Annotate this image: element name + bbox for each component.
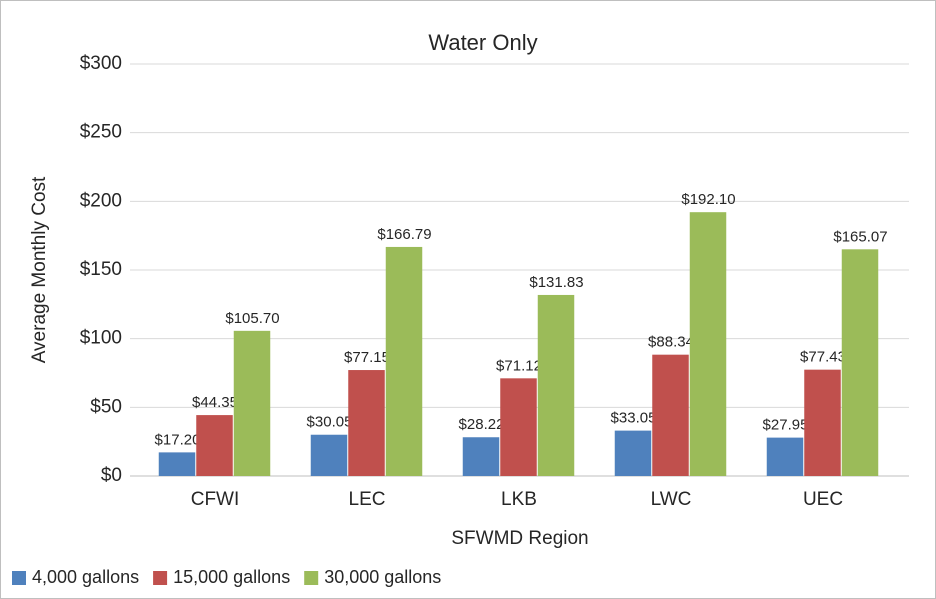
chart-title: Water Only (428, 30, 537, 55)
value-label: $165.07 (833, 228, 887, 245)
x-tick-label: LKB (501, 489, 537, 510)
bar (158, 452, 196, 476)
bar (841, 249, 879, 476)
bar (804, 369, 841, 476)
bar (348, 370, 385, 476)
x-axis-label: SFWMD Region (451, 528, 588, 549)
bar (537, 294, 575, 476)
y-axis-label: Average Monthly Cost (29, 176, 50, 363)
value-label: $28.22 (459, 416, 505, 433)
y-tick-label: $150 (80, 259, 122, 280)
bar (614, 430, 652, 476)
value-label: $77.43 (800, 349, 846, 366)
legend-swatch (12, 571, 26, 585)
legend-label: 15,000 gallons (173, 567, 290, 587)
bar (462, 437, 500, 476)
bar (310, 434, 348, 476)
y-tick-label: $50 (90, 396, 122, 417)
y-tick-label: $100 (80, 328, 122, 349)
bar (766, 437, 804, 476)
value-label: $27.95 (763, 417, 809, 434)
bar (385, 246, 423, 476)
value-label: $131.83 (529, 274, 583, 291)
value-label: $33.05 (611, 410, 657, 427)
value-label: $30.05 (307, 414, 353, 431)
bar (500, 378, 537, 476)
legend-label: 30,000 gallons (324, 567, 441, 587)
value-label: $192.10 (681, 191, 735, 208)
legend-swatch (304, 571, 319, 585)
y-tick-label: $200 (80, 190, 122, 211)
value-label: $17.20 (155, 431, 201, 448)
value-label: $88.34 (648, 334, 694, 351)
x-tick-label: CFWI (191, 489, 240, 510)
x-tick-label: LEC (349, 489, 386, 510)
legend-swatch (153, 571, 168, 585)
value-label: $166.79 (377, 226, 431, 243)
value-label: $77.15 (344, 349, 390, 366)
bar (652, 354, 689, 476)
x-tick-label: UEC (803, 489, 843, 510)
value-label: $71.12 (496, 357, 542, 374)
value-label: $105.70 (225, 310, 279, 327)
legend-label: 4,000 gallons (32, 567, 139, 587)
y-tick-label: $250 (80, 122, 122, 143)
value-label: $44.35 (192, 394, 238, 411)
bar (233, 330, 271, 476)
bar (689, 212, 727, 476)
y-tick-label: $0 (101, 465, 122, 486)
x-tick-label: LWC (651, 489, 692, 510)
bar (196, 415, 233, 476)
y-tick-label: $300 (80, 53, 122, 74)
